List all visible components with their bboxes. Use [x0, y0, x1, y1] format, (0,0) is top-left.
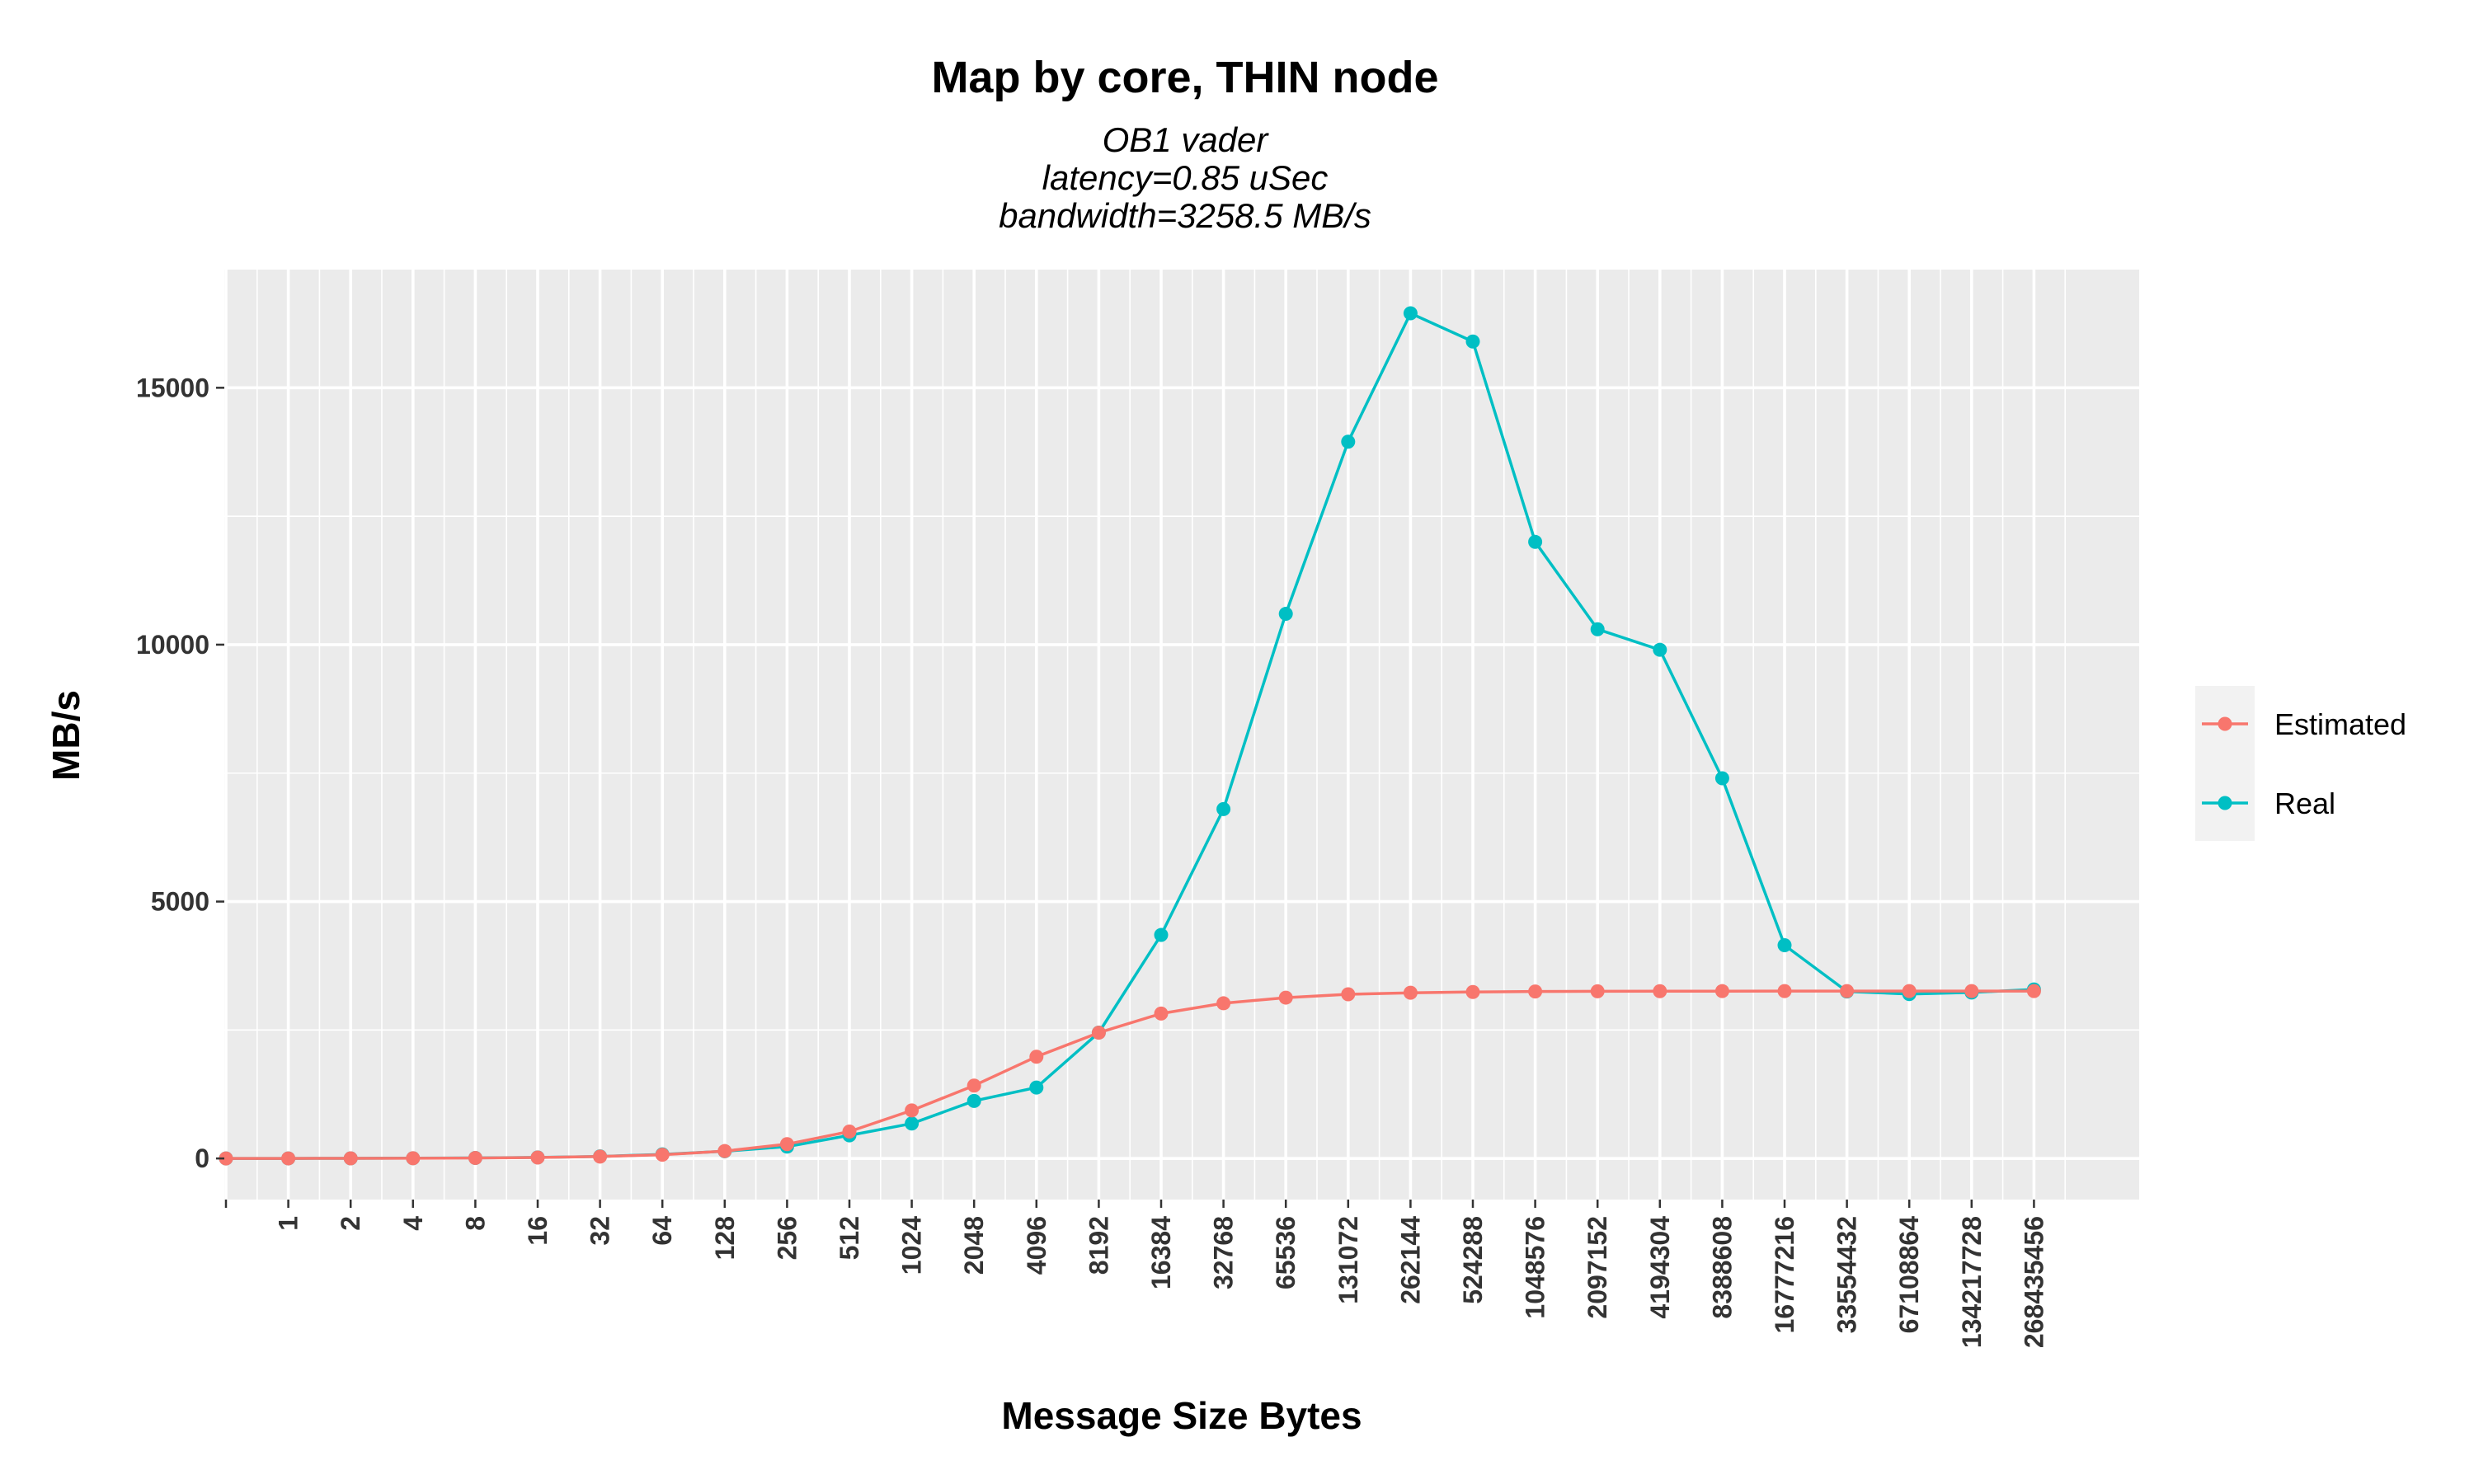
data-point-estimated	[655, 1148, 670, 1162]
x-tick-label: 1	[274, 1216, 303, 1231]
x-tick-label: 8192	[1084, 1216, 1113, 1275]
x-tick-label: 65536	[1271, 1216, 1300, 1289]
series-line-estimated	[226, 989, 2034, 1160]
x-tick-label: 32768	[1209, 1216, 1239, 1289]
data-point-estimated	[343, 1151, 358, 1166]
data-point-estimated	[1091, 1026, 1106, 1040]
data-point-estimated	[905, 1103, 920, 1118]
x-tick-label: 128	[710, 1216, 740, 1260]
x-tick-label: 4	[398, 1216, 428, 1231]
data-point-real	[967, 1093, 981, 1108]
x-tick-label: 2097152	[1583, 1216, 1612, 1319]
data-point-estimated	[1278, 990, 1293, 1005]
data-point-estimated	[468, 1151, 482, 1166]
data-point-real	[1777, 938, 1792, 953]
x-tick-label: 268435456	[2019, 1216, 2048, 1348]
data-point-estimated	[779, 1137, 794, 1152]
data-point-estimated	[281, 1151, 296, 1166]
x-tick-label: 1048576	[1521, 1216, 1550, 1319]
data-point-estimated	[1528, 984, 1543, 999]
data-point-estimated	[219, 1151, 233, 1166]
data-point-estimated	[1777, 984, 1792, 998]
data-point-estimated	[1216, 996, 1231, 1011]
y-tick-label: 15000	[136, 373, 209, 402]
data-point-real	[1278, 607, 1293, 622]
data-point-real	[1653, 642, 1667, 657]
data-point-real	[1216, 801, 1231, 816]
series-estimated	[219, 984, 2041, 1166]
data-point-estimated	[1154, 1006, 1169, 1021]
data-point-estimated	[530, 1150, 545, 1165]
x-tick-label: 16	[523, 1216, 553, 1246]
data-point-estimated	[1341, 987, 1356, 1002]
data-point-estimated	[593, 1149, 608, 1164]
y-axis-title: MB/s	[45, 690, 87, 781]
chart-subtitle-line-2: latency=0.85 uSec	[1042, 158, 1329, 197]
series-layer	[219, 306, 2041, 1166]
data-point-estimated	[1653, 984, 1667, 998]
x-tick-label: 32	[586, 1216, 615, 1246]
data-point-real	[1528, 534, 1543, 549]
chart-subtitle-line-3: bandwidth=3258.5 MB/s	[999, 196, 1371, 235]
legend-label-real: Real	[2274, 787, 2335, 820]
x-tick-label: 8388608	[1707, 1216, 1737, 1319]
x-tick-label: 16777216	[1770, 1216, 1799, 1333]
data-point-estimated	[1590, 984, 1605, 998]
x-tick-label: 131072	[1333, 1216, 1363, 1304]
data-point-real	[1341, 434, 1356, 449]
x-tick-label: 67108864	[1894, 1216, 1924, 1334]
x-tick-label: 2048	[959, 1216, 989, 1275]
x-tick-label: 2	[336, 1216, 365, 1231]
y-tick-label: 10000	[136, 630, 209, 660]
legend-key-point-estimated	[2218, 716, 2232, 731]
x-tick-label: 16384	[1146, 1216, 1176, 1289]
x-tick-label: 262144	[1395, 1216, 1425, 1304]
data-point-estimated	[842, 1124, 857, 1139]
data-point-real	[1465, 334, 1480, 349]
data-point-estimated	[1029, 1050, 1044, 1064]
x-tick-label: 33554432	[1832, 1216, 1862, 1333]
x-tick-label: 8	[460, 1216, 490, 1231]
legend-label-estimated: Estimated	[2274, 707, 2406, 741]
plot-panel	[224, 270, 2139, 1200]
x-axis-title: Message Size Bytes	[1001, 1394, 1362, 1437]
x-tick-label: 4096	[1022, 1216, 1051, 1275]
data-point-estimated	[1840, 984, 1855, 998]
chart-subtitle-line-1: OB1 vader	[1103, 120, 1270, 159]
data-point-real	[1590, 622, 1605, 636]
data-point-estimated	[2026, 984, 2041, 998]
x-tick-label: 134217728	[1957, 1216, 1987, 1348]
data-point-real	[1403, 306, 1418, 321]
data-point-real	[1714, 771, 1729, 786]
data-point-estimated	[1403, 985, 1418, 1000]
x-axis: 1 2 4 8 16 32 64 128 256 512 1024 2048 4096 8192 16384…	[224, 1200, 2048, 1348]
x-tick-label: 4194304	[1645, 1216, 1675, 1319]
x-tick-label: 524288	[1458, 1216, 1488, 1304]
x-tick-label: 1024	[897, 1216, 927, 1275]
data-point-real	[905, 1116, 920, 1131]
data-point-estimated	[1964, 984, 1979, 998]
data-point-estimated	[967, 1078, 981, 1093]
legend-key-point-real	[2218, 796, 2232, 810]
grid-lines	[224, 270, 2139, 1200]
data-point-real	[1154, 928, 1169, 942]
data-point-real	[1029, 1080, 1044, 1095]
data-point-estimated	[406, 1151, 421, 1166]
data-point-estimated	[1465, 984, 1480, 999]
data-point-estimated	[717, 1144, 732, 1158]
legend-key-background	[2195, 686, 2255, 841]
legend: Estimated Real	[2195, 686, 2406, 841]
y-tick-label: 5000	[151, 887, 209, 917]
chart-title: Map by core, THIN node	[931, 53, 1438, 102]
data-point-estimated	[1902, 984, 1917, 998]
data-point-estimated	[1714, 984, 1729, 998]
x-tick-label: 256	[772, 1216, 802, 1260]
y-tick-label: 0	[195, 1144, 209, 1173]
x-tick-label: 64	[647, 1216, 677, 1246]
x-tick-label: 512	[835, 1216, 864, 1260]
y-axis: 0 5000 10000 15000	[136, 373, 224, 1173]
